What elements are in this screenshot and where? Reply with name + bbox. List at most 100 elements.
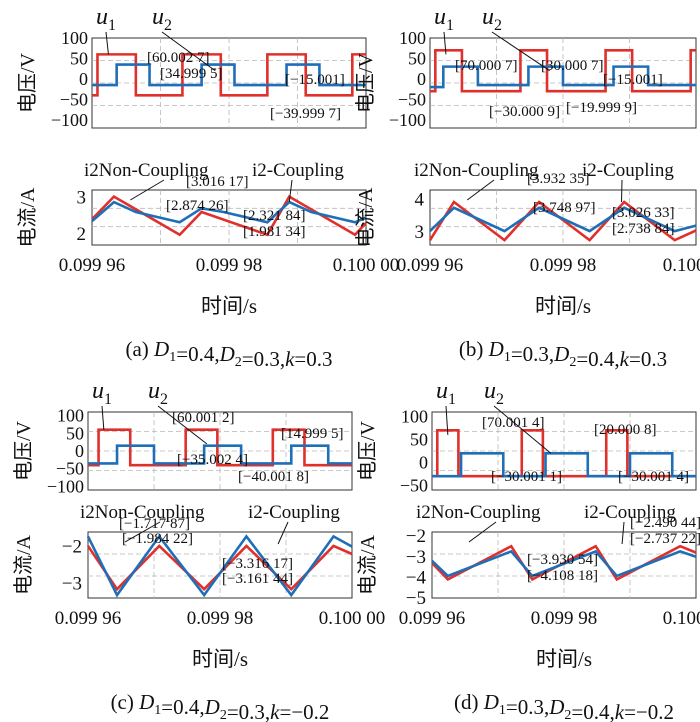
current-axis-label: 电流/A (16, 187, 39, 248)
voltage-axis-label: 电压/V (356, 420, 379, 481)
caption-part: = (227, 700, 239, 722)
caption-part: (d) (454, 690, 484, 714)
caption-part: (c) (111, 690, 140, 714)
series-label-sub: 2 (494, 17, 502, 34)
caption-part: , (265, 700, 270, 722)
legend-entry: i2Non-Coupling (416, 502, 541, 523)
series-label-u1: u1 (434, 4, 454, 34)
series-line-u2 (92, 63, 366, 87)
voltage-tick-label: 0 (417, 69, 426, 89)
series-line-u2 (88, 444, 352, 465)
caption-part: k (620, 347, 630, 371)
current-tick-label: −5 (406, 588, 426, 609)
caption-part: D (153, 337, 169, 361)
series-label-main: u (436, 378, 448, 404)
legend-pointer (466, 179, 495, 201)
voltage-axis-label: 电压/V (16, 52, 39, 113)
caption-part: = (571, 700, 583, 722)
caption-part: , (199, 695, 204, 719)
current-data-label: [3.016 17] (186, 174, 249, 190)
voltage-data-label: [70.001 4] (482, 415, 545, 431)
x-tick-label: 0.100 00 (319, 608, 386, 629)
caption-part: 0.3 (239, 700, 265, 722)
series-label-pointer (493, 405, 552, 454)
legend-entry: i2-Coupling (252, 160, 344, 181)
series-label-u1: u1 (92, 378, 112, 408)
caption-part: = (506, 695, 518, 719)
legend-entry: i2Non-Coupling (414, 160, 539, 181)
caption-part: , (549, 342, 554, 366)
series-label-pointer (161, 31, 216, 72)
current-data-label: [2.738 84] (612, 221, 675, 237)
caption-part: = (242, 347, 254, 371)
series-label-sub: 1 (104, 391, 112, 408)
current-tick-label: 3 (415, 222, 425, 243)
series-label-pointer (157, 405, 208, 445)
voltage-data-label: [34.999 5] (160, 66, 223, 82)
series-label-main: u (434, 4, 446, 30)
x-tick-label: 0.099 98 (196, 255, 263, 276)
voltage-tick-label: 100 (57, 406, 84, 426)
legend-pointer (288, 179, 293, 203)
panel-caption: (b) D1=0.3,D2=0.4,k=0.3 (459, 337, 667, 371)
caption-part: D (483, 690, 499, 714)
legend-entry: i2Non-Coupling (80, 502, 205, 523)
current-data-label: [−3.930 54] (527, 552, 598, 568)
series-label-pointer (101, 405, 105, 430)
voltage-data-label: [−15.001] (285, 72, 345, 88)
caption-part: −0.2 (291, 700, 329, 722)
x-tick-label: 0.100 00 (333, 255, 400, 276)
current-data-label: [3.026 33] (612, 205, 675, 221)
caption-part: 1 (499, 703, 506, 718)
voltage-axis-label: 电压/V (12, 420, 35, 481)
voltage-data-label: [−15.001] (603, 72, 663, 88)
voltage-data-label: [60.001 2] (172, 410, 235, 426)
series-label-sub: 2 (496, 391, 504, 408)
series-label-pointer (491, 31, 550, 72)
current-tick-label: −3 (62, 573, 82, 594)
legend-entry: i2-Coupling (248, 502, 340, 523)
caption-part: −0.2 (636, 700, 674, 722)
caption-part: = (279, 700, 291, 722)
voltage-tick-label: 50 (410, 430, 428, 450)
voltage-data-label: [−30.001 1] (491, 469, 562, 485)
series-label-u1: u1 (96, 4, 116, 34)
current-data-label: [2.874 26] (166, 198, 229, 214)
current-tick-label: −2 (62, 537, 82, 558)
series-label-main: u (152, 4, 164, 30)
legend-pointer (468, 521, 497, 543)
series-line-i2-Coupling (431, 549, 697, 578)
caption-part: 2 (564, 708, 571, 722)
caption-part: 0.4 (188, 342, 215, 366)
caption-part: = (629, 347, 641, 371)
caption-part: D (548, 695, 564, 719)
x-axis-label: 时间/s (536, 647, 592, 671)
x-tick-label: 0.099 98 (530, 255, 597, 276)
current-data-label: [−4.108 18] (527, 568, 598, 584)
current-tick-label: 4 (415, 190, 425, 211)
current-data-label: [−1.984 22] (122, 531, 193, 547)
series-label-pointer (105, 31, 109, 55)
series-line-u1 (92, 53, 366, 97)
current-tick-label: −4 (406, 567, 427, 588)
legend-entry: i2Non-Coupling (84, 160, 209, 181)
voltage-data-label: [70.000 7] (455, 58, 518, 74)
series-line-i2Non-Coupling (428, 200, 697, 242)
x-tick-label: 0.099 98 (531, 608, 598, 629)
x-tick-label: 0.099 96 (397, 255, 464, 276)
x-axis-label: 时间/s (535, 294, 591, 318)
x-tick-label: 0.100 00 (663, 255, 700, 276)
legend-pointer (277, 521, 289, 545)
series-label-pointer (443, 31, 447, 55)
current-data-label: [1.981 34] (243, 224, 306, 240)
series-label-main: u (92, 378, 104, 404)
legend-pointer (621, 521, 625, 545)
current-data-label: [−2.737 22] (630, 531, 700, 547)
voltage-tick-label: −50 (56, 459, 84, 479)
voltage-data-label: [−39.999 7] (270, 106, 341, 122)
caption-part: , (544, 695, 549, 719)
caption-part: D (219, 342, 235, 366)
caption-part: 2 (235, 355, 242, 370)
